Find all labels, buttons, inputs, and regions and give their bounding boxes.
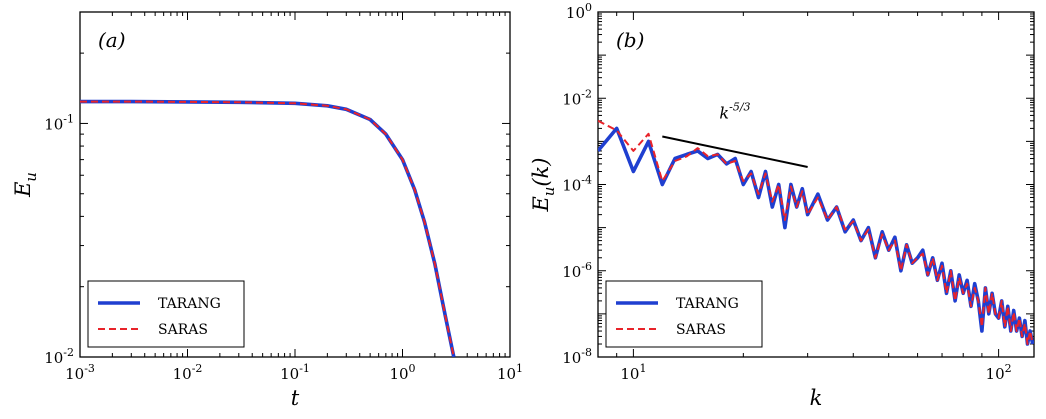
x-tick-label: 101 — [620, 362, 646, 383]
legend-label-tarang: TARANG — [676, 296, 739, 312]
legend-label-saras: SARAS — [158, 322, 208, 338]
y-tick-label: 10-6 — [562, 260, 592, 281]
x-tick-label: 10-1 — [280, 362, 310, 383]
y-tick-label: 10-2 — [562, 87, 592, 108]
x-tick-label: 10-3 — [65, 362, 95, 383]
legend-label-saras: SARAS — [676, 322, 726, 338]
x-tick-label: 101 — [497, 362, 523, 383]
y-tick-label: 10-4 — [562, 174, 592, 195]
y-tick-label: 100 — [566, 1, 592, 22]
slope-annotation: k-5/3 — [719, 100, 750, 122]
y-axis-label: Eu — [11, 172, 40, 198]
panel-a: 10-3 10-2 10-1 100 10110-110-2tEu(a)TARANGSA… — [11, 12, 523, 410]
panel-label: (b) — [616, 28, 644, 52]
y-tick-label: 10-2 — [44, 346, 74, 367]
panel-b: 101 102 100 10-2 10-4 10-6 10-8 k Eu(k) k-5/3 (b) T… — [529, 1, 1034, 410]
legend-label-tarang: TARANG — [158, 296, 221, 312]
x-tick-label: 102 — [986, 362, 1012, 383]
x-tick-label: 10-2 — [173, 362, 203, 383]
x-tick-label: 100 — [389, 362, 415, 383]
y-axis-label: Eu(k) — [529, 158, 558, 213]
x-axis-label: k — [810, 386, 823, 410]
x-axis-label: t — [291, 386, 300, 410]
panel-label: (a) — [98, 28, 126, 52]
y-tick-label: 10-8 — [562, 346, 592, 367]
y-tick-label: 10-1 — [44, 112, 74, 133]
